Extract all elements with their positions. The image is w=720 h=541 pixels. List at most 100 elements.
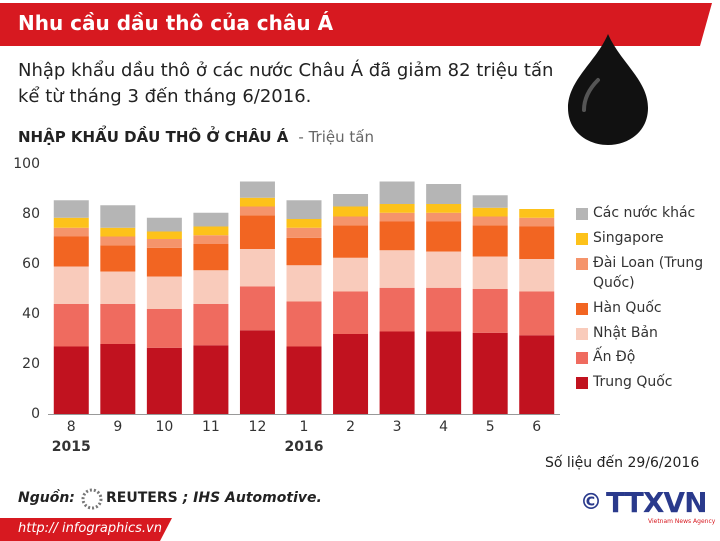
bar-segment	[239, 215, 275, 249]
logo: TTXVN	[606, 486, 708, 519]
bar-segment	[379, 204, 415, 213]
bar-segment	[286, 265, 322, 302]
bar-segment	[426, 184, 462, 204]
bar-segment	[333, 257, 369, 292]
legend-item: Nhật Bản	[576, 325, 708, 343]
bar-segment	[239, 206, 275, 216]
legend-label: Các nước khác	[593, 205, 696, 221]
legend-item: Singapore	[576, 230, 708, 248]
bar-segment	[146, 276, 182, 309]
source: REUTERS ; IHS Automotive.	[106, 490, 322, 506]
bar-segment	[193, 270, 229, 304]
bar-segment	[193, 226, 229, 236]
bar-segment	[379, 181, 415, 204]
legend-label: Singapore	[593, 230, 664, 246]
chart-heading: NHẬP KHẨU DẦU THÔ Ở CHÂU Á - Triệu tấn	[18, 128, 374, 146]
bar-segment	[239, 286, 275, 331]
year-label: 2015	[52, 439, 91, 455]
bar-segment	[146, 239, 182, 248]
bar-segment	[379, 221, 415, 251]
bar-segment	[472, 256, 508, 289]
bar-segment	[53, 304, 89, 347]
bar-segment	[193, 235, 229, 244]
year-label: 2016	[285, 439, 324, 455]
bar-segment	[100, 205, 136, 228]
y-tick-label: 40	[22, 306, 40, 322]
bar-segment	[333, 194, 369, 207]
url: http:// infographics.vn	[18, 521, 162, 536]
bar-segment	[100, 236, 136, 246]
bar-segment	[333, 206, 369, 217]
bar-segment	[146, 247, 182, 277]
footer-bar	[0, 518, 172, 541]
bar-segment	[426, 331, 462, 414]
bar-segment	[426, 204, 462, 213]
bar-segment	[286, 346, 322, 414]
bar-segment	[53, 217, 89, 228]
x-tick-label: 6	[532, 419, 541, 435]
subtitle-line: kể từ tháng 3 đến tháng 6/2016.	[18, 86, 312, 107]
bar-segment	[239, 249, 275, 287]
legend-swatch	[576, 303, 588, 315]
bar-segment	[146, 309, 182, 348]
bar-segment	[426, 221, 462, 252]
bar-segment	[519, 291, 555, 336]
bar-segment	[239, 181, 275, 198]
bar-segment	[53, 227, 89, 237]
y-tick-label: 60	[22, 256, 40, 272]
bar-segment	[193, 345, 229, 414]
x-tick-label: 2	[346, 419, 355, 435]
legend-swatch	[576, 233, 588, 245]
bar-segment	[239, 330, 275, 414]
legend-swatch	[576, 208, 588, 220]
y-tick-label: 0	[31, 406, 40, 422]
bar-segment	[193, 304, 229, 346]
x-tick-label: 4	[439, 419, 448, 435]
oil-gloss	[582, 78, 600, 112]
bar-segment	[53, 236, 89, 267]
bar-segment	[472, 225, 508, 257]
chart-unit: - Triệu tấn	[298, 128, 374, 146]
bar-segment	[100, 344, 136, 414]
copyright-icon: ©	[580, 490, 602, 515]
bar-segment	[426, 212, 462, 222]
bar-segment	[519, 209, 555, 218]
x-tick-label: 12	[249, 419, 267, 435]
source-label: Nguồn:	[18, 490, 75, 506]
bar-segment	[472, 289, 508, 333]
x-tick-label: 11	[202, 419, 220, 435]
bar-segment	[379, 331, 415, 414]
bar-segment	[193, 244, 229, 271]
bar-segment	[286, 200, 322, 219]
bar-segment	[100, 304, 136, 344]
legend-item: Đài Loan (Trung Quốc)	[576, 255, 708, 293]
bar-segment	[333, 216, 369, 226]
oil-drop	[568, 34, 648, 145]
bar-segment	[426, 251, 462, 288]
bar-segment	[286, 227, 322, 238]
note: Số liệu đến 29/6/2016	[545, 455, 700, 471]
legend-swatch	[576, 258, 588, 270]
legend-swatch	[576, 352, 588, 364]
bar-segment	[472, 207, 508, 217]
bar-segment	[426, 287, 462, 332]
y-tick-label: 100	[13, 156, 40, 172]
bar-segment	[333, 334, 369, 414]
bar-segment	[53, 266, 89, 304]
bar-segment	[472, 332, 508, 414]
x-tick-label: 5	[486, 419, 495, 435]
legend-label: Nhật Bản	[593, 325, 658, 341]
legend-item: Trung Quốc	[576, 374, 708, 392]
legend-swatch	[576, 377, 588, 389]
reuters-icon	[81, 488, 103, 510]
bar-segment	[286, 301, 322, 347]
legend-label: Hàn Quốc	[593, 300, 662, 316]
bar-segment	[100, 245, 136, 272]
bar-segment	[333, 225, 369, 258]
bar-segment	[379, 287, 415, 332]
bar-segment	[379, 212, 415, 222]
bar-segment	[519, 335, 555, 414]
